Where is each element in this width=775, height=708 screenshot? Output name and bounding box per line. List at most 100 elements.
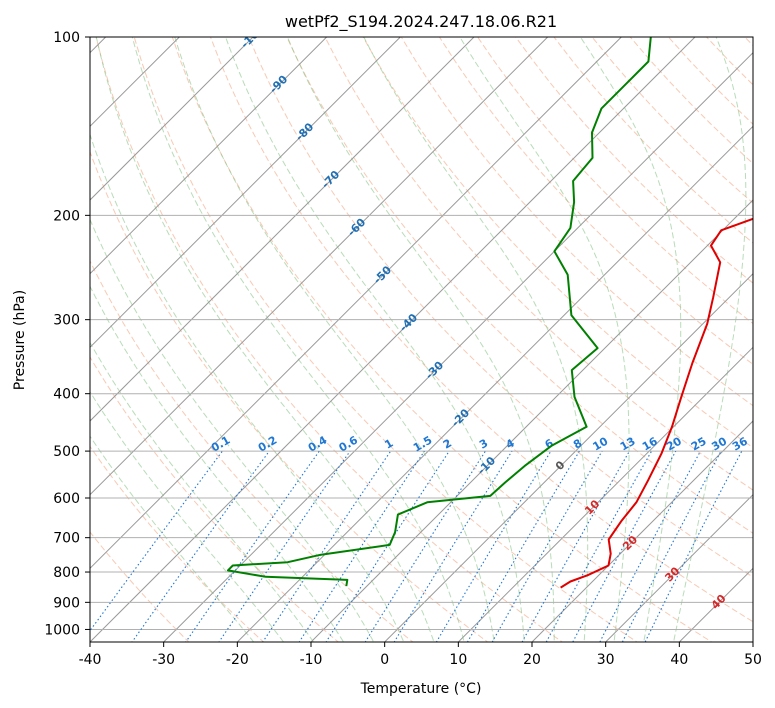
dewpoint-line [226,37,652,587]
dry-adiabat-line [362,37,753,449]
mixing-ratio-line [185,450,320,642]
y-tick-label: 1000 [44,622,80,638]
moist-adiabat-line [579,37,682,642]
mixing-ratio-label: 3 [477,437,490,452]
y-tick-label: 400 [53,387,80,403]
isotherm-line [90,37,328,275]
mixing-ratio-line [364,450,486,642]
isotherm-line [236,125,753,642]
isotherm-line [384,272,753,642]
x-axis-label: Temperature (°C) [360,681,482,697]
y-tick-label: 800 [53,565,80,581]
dry-adiabat-line [90,356,339,642]
moist-adiabat-line [286,37,555,642]
mixing-ratio-line [491,450,603,642]
y-tick-label: 300 [53,313,80,329]
plot-frame [89,36,754,643]
y-axis-label: Pressure (hPa) [12,290,28,390]
mixing-ratio-line [90,450,223,632]
mixing-ratio-line [466,450,580,642]
dry-adiabat-line [286,37,753,534]
plot-area: 0.1 0.2 0.4 0.6 1 1.5 2 3 4 6 8 10 13 16 20 25 30 36-100-… [90,37,753,642]
mixing-ratio-line [435,450,552,642]
moist-adiabat-line [174,37,495,642]
chart-title: wetPf2_S194.2024.247.18.06.R21 [285,12,557,32]
mixing-ratio-line [572,450,677,642]
moist-adiabat-line [225,37,525,642]
y-tick-label: 200 [53,208,80,224]
mixing-ratio-label: 4 [504,436,517,451]
profile-series [226,37,753,589]
mixing-ratio-line [599,450,701,642]
mixing-ratio-line [218,450,351,642]
x-tick-label: -40 [79,652,102,668]
x-tick-label: -30 [152,652,175,668]
dry-adiabat-line [210,37,753,623]
pressure-gridlines [90,37,753,630]
moist-adiabats [90,37,747,642]
dry-adiabat-line [744,37,753,47]
x-tick-label: 10 [449,652,467,668]
y-tick-label: 500 [53,444,80,460]
dry-adiabat-line [706,37,753,86]
dry-adiabat-line [90,531,190,642]
isotherm-line [90,37,696,642]
isotherm-line [457,346,753,642]
dry-adiabat-line [90,445,265,642]
dry-adiabat-line [95,37,564,642]
x-tick-label: -10 [300,652,323,668]
moist-adiabat-line [90,435,255,642]
dry-adiabat-line [438,37,753,366]
isotherm-label: 10 [582,497,602,517]
moist-adiabat-line [90,132,405,642]
mixing-ratio-lines [90,450,743,642]
dry-adiabat-line [133,37,638,642]
x-tick-label: 0 [380,652,389,668]
y-tick-label: 900 [53,595,80,611]
moist-adiabat-line [90,341,315,642]
mixing-ratio-line [521,450,630,642]
temperature-line [560,217,753,589]
isotherm-line [90,37,622,570]
isotherm-line [90,37,254,201]
x-tick-label: 30 [597,652,615,668]
x-tick-label: 40 [670,652,688,668]
dry-adiabat-line [400,37,753,407]
isotherm-line [163,51,753,642]
isotherms [90,37,753,642]
mixing-ratio-line [621,450,722,642]
isotherm-line [310,199,753,642]
dry-adiabats [90,37,753,642]
dry-adiabat-line [515,37,753,284]
isotherm-label: -50 [371,263,394,286]
dry-adiabat-line [171,37,713,642]
moist-adiabat-line [90,218,375,642]
dry-adiabat-line [324,37,753,491]
isotherm-line [678,567,753,642]
isoline-labels: 0.1 0.2 0.4 0.6 1 1.5 2 3 4 6 8 10 13 16 20 25 30 36-100-… [209,37,750,612]
moist-adiabat-line [90,390,285,642]
moist-adiabat-line [90,285,345,642]
mixing-ratio-line [393,450,513,642]
isotherm-line [90,37,549,496]
mixing-ratio-label: 2 [441,437,454,452]
mixing-ratio-line [262,450,392,642]
x-tick-label: -20 [226,652,249,668]
dry-adiabat-line [90,150,489,642]
moist-adiabat-line [131,37,465,642]
isotherm-line [90,37,401,349]
dry-adiabat-line [248,37,753,578]
y-tick-label: 600 [53,491,80,507]
mixing-ratio-line [325,450,450,642]
dry-adiabat-line [668,37,753,125]
isotherm-line [90,37,475,422]
y-tick-label: 700 [53,531,80,547]
isotherm-label: -20 [449,406,472,429]
moist-adiabat-line [363,37,589,642]
mixing-ratio-line [545,450,653,642]
isotherm-label: 40 [709,592,729,612]
mixing-ratio-line [298,450,425,642]
x-tick-label: 20 [523,652,541,668]
mixing-ratio-line [644,450,743,642]
